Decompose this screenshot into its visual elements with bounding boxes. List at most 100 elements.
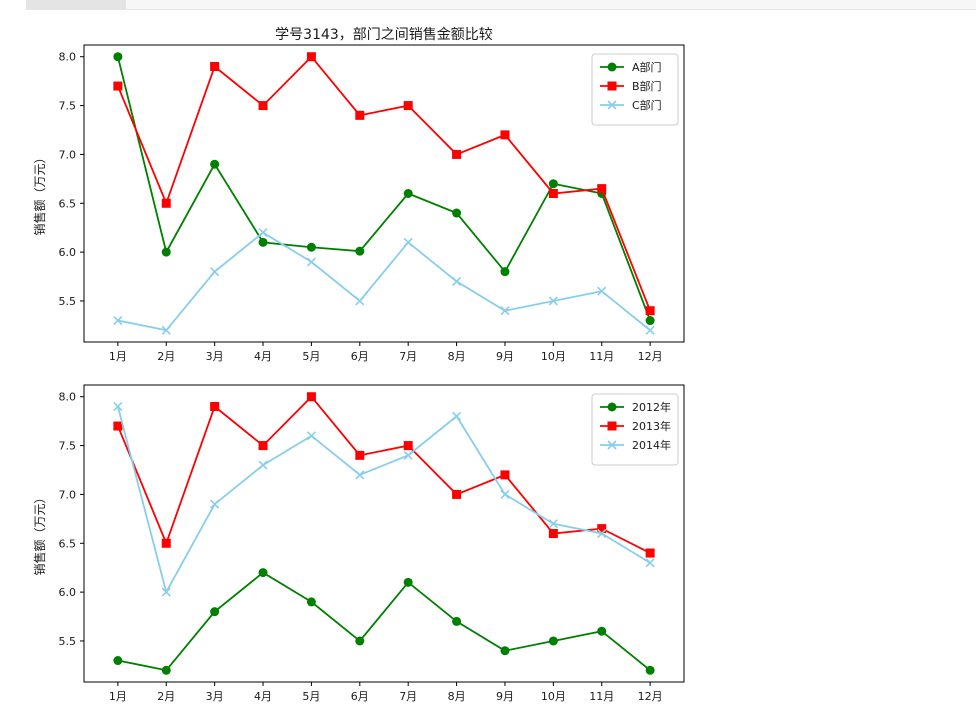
chart-1-ytick-label: 8.0: [59, 51, 77, 64]
chart-1-series-3-line: [117, 231, 651, 332]
chart-2-series-3-point: [210, 499, 220, 509]
chart-1-series-2-point: [355, 110, 365, 120]
chart-2-series-2-point: [403, 441, 413, 451]
chart-2-legend-label-1: 2012年: [632, 400, 671, 414]
chart-1-series-2-point: [113, 81, 123, 91]
chart-1-series-2-point: [452, 149, 462, 159]
chart-1-legend-label-2: B部门: [632, 79, 662, 93]
chart-1-series-1-point: [500, 267, 510, 277]
chart-1-series-3-point: [597, 286, 607, 296]
chart-1-series-2-point: [500, 130, 510, 140]
chart-1-xtick-label: 6月: [351, 350, 369, 363]
chart-1-series-2-point: [161, 198, 171, 208]
chart-2-series-3-point: [258, 460, 268, 470]
chart-2-xtick-label: 3月: [206, 690, 224, 703]
chart-2-series-1-point: [452, 616, 462, 626]
chart-2-series-3-point: [645, 558, 655, 568]
chart-1-xtick-label: 7月: [399, 350, 417, 363]
chart-1-series-1-line: [116, 56, 651, 321]
chart-2-xtick-label: 4月: [254, 690, 272, 703]
chart-2-xtick-label: 9月: [496, 690, 514, 703]
chart-2-series-2-point: [597, 524, 607, 534]
chart-1-legend-marker-1: [607, 62, 617, 72]
chart-2-series-3-point: [113, 401, 123, 412]
chart-1-ytick-label: 6.0: [59, 246, 77, 259]
chart-1-series-3-point: [161, 325, 171, 335]
chart-2-series-2-point: [161, 538, 171, 548]
chart-1-legend-marker-2: [607, 81, 617, 91]
chart-2-xtick-label: 8月: [448, 690, 466, 703]
chart-2-ytick-label: 7.0: [59, 488, 77, 501]
chart-2-series-3-point: [597, 528, 607, 539]
chart-1-series-3-point: [258, 228, 268, 238]
chart-1-xtick-label: 5月: [302, 350, 320, 363]
chart-2-ytick-label: 7.5: [59, 440, 77, 453]
chart-2-series-3-line: [117, 406, 651, 595]
chart-1-series-3-point: [500, 306, 510, 316]
chart-2-series-3-point: [500, 489, 510, 499]
chart-2-ytick-label: 5.5: [59, 635, 77, 648]
chart-1-series-2-point: [210, 61, 220, 71]
chart-2-xtick-label: 5月: [302, 690, 320, 703]
chart-2-xtick-label: 2月: [157, 690, 175, 703]
chart-1-xtick-label: 4月: [254, 350, 272, 363]
chart-2-series-1-point: [403, 577, 413, 587]
chart-2-xtick-label: 11月: [589, 690, 614, 703]
chart-1-series-3-point: [548, 296, 558, 306]
chart-2-series-1-point: [306, 597, 316, 607]
chart-2-series-3-point: [452, 411, 462, 421]
chart-1-series-1-point: [452, 208, 462, 218]
chart-2-series-1-point: [597, 626, 607, 636]
chart-2-series-3-point: [306, 431, 316, 441]
chart-2-xtick-label: 1月: [109, 690, 127, 703]
chart-2-series-1-point: [355, 636, 365, 646]
chart-2-series-2-point: [113, 421, 123, 431]
chart-1-series-1-point: [306, 242, 316, 252]
chart-1-series-1-point: [355, 246, 365, 256]
chart-1-series-1-point: [210, 159, 220, 169]
chart-2-series-1-point: [258, 568, 268, 578]
chart-2-series-2-point: [306, 392, 316, 402]
chart-1-series-2-point: [645, 306, 655, 316]
chart-2-series-1-line: [117, 571, 651, 672]
chart-1-xtick-label: 3月: [206, 350, 224, 363]
chart-2-legend-marker-3: [607, 440, 617, 450]
chart-1-legend-marker-3: [607, 100, 617, 110]
chart-1-series-3-point: [645, 325, 655, 335]
chart-1-series-3-point: [210, 267, 220, 277]
chart-2-series-1-point: [548, 636, 558, 646]
chart-2-series-2-point: [548, 529, 558, 538]
chart-1-series-1-point: [403, 189, 413, 198]
chart-2-series-3-point: [403, 450, 413, 460]
chart-2-ytick-label: 8.0: [59, 391, 77, 404]
chart-1-legend-label-3: C部门: [632, 98, 662, 112]
chart-1-xtick-label: 9月: [496, 350, 514, 363]
chart-2-xtick-label: 6月: [351, 690, 369, 703]
chart-2-ytick-label: 6.5: [59, 537, 77, 550]
chart-1-series-1-point: [161, 247, 171, 257]
chart-1-ytick-label: 7.0: [59, 148, 77, 161]
chart-2-series-1-point: [645, 665, 655, 675]
chart-1-series-2-point: [403, 101, 413, 111]
chart-1-series-2-line: [117, 55, 651, 312]
chart-1-series-1-point: [548, 179, 558, 189]
chart-2-series-3-point: [161, 587, 171, 597]
chart-2-xtick-label: 10月: [541, 690, 566, 703]
chart-1-ytick-label: 5.5: [59, 295, 77, 308]
chart-1-ytick-label: 6.5: [59, 197, 77, 210]
chart-1-series-1-point: [113, 52, 123, 62]
chart-2-series-1-point: [113, 656, 123, 666]
chart-title: 学号3143，部门之间销售金额比较: [275, 27, 493, 43]
chart-2-legend-marker-1: [607, 402, 617, 412]
chart-1-ytick-label: 7.5: [59, 100, 77, 113]
chart-2-series-1-point: [210, 607, 220, 617]
chart-2-series-2-line: [117, 395, 651, 554]
chart-2-series-1-point: [500, 646, 510, 656]
chart-1-series-1-point: [258, 237, 268, 247]
chart-1-series-2-point: [548, 189, 558, 198]
chart-1-series-3-point: [355, 296, 365, 306]
chart-2-series-3-point: [355, 470, 365, 480]
chart-2-series-2-point: [452, 489, 462, 499]
chart-2-legend-label-2: 2013年: [632, 419, 671, 433]
output-area-tab: [26, 0, 126, 9]
